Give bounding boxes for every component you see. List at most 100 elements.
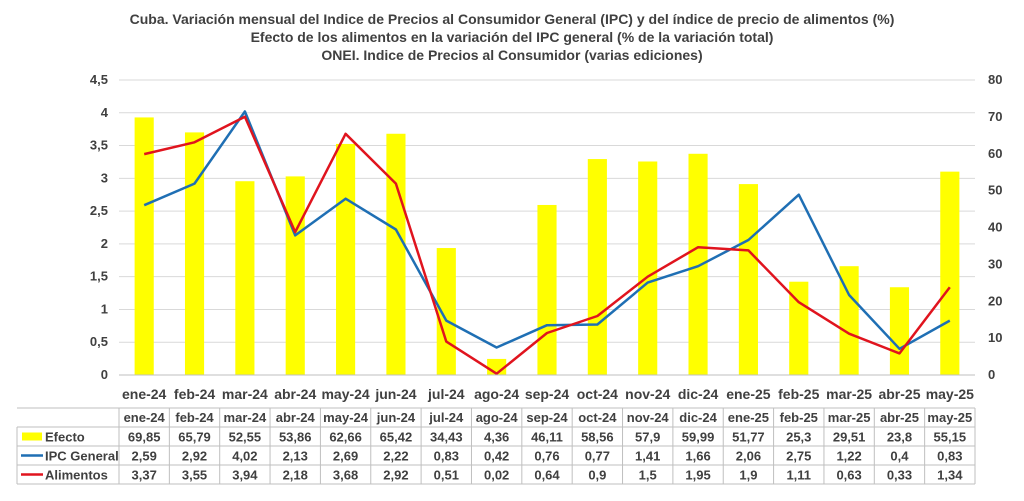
table-value-cell: 4,02 [232, 449, 257, 464]
table-value-cell: 59,99 [682, 430, 715, 445]
category-label: sep-24 [525, 386, 570, 402]
table-value-cell: 4,36 [484, 430, 509, 445]
title-line-1: Cuba. Variación mensual del Indice de Pr… [129, 11, 895, 27]
data-table: ene-24 feb-24 mar-24 abr-24 may-24 jun-24 jul-… [16, 407, 976, 485]
legend-key-efecto [22, 432, 42, 441]
table-value-cell: 0,64 [534, 468, 560, 483]
efecto-bar [688, 153, 708, 375]
table-value-cell: 0,76 [534, 449, 559, 464]
category-label: feb-24 [174, 386, 215, 402]
table-value-cell: 65,42 [380, 430, 413, 445]
left-axis-tick-label: 2,5 [90, 203, 108, 218]
table-value-cell: 1,9 [739, 468, 757, 483]
table-value-cell: 0,02 [484, 468, 509, 483]
efecto-bar [889, 287, 910, 375]
table-header-cell: may-25 [927, 410, 972, 425]
table-value-cell: 2,22 [383, 449, 408, 464]
table-value-cell: 0,77 [585, 449, 610, 464]
alimentos-line [143, 115, 951, 375]
category-label: dic-24 [678, 386, 719, 402]
efecto-bar [134, 117, 154, 375]
table-header-cell: mar-25 [828, 410, 871, 425]
efecto-bar [738, 184, 758, 375]
efecto-bar [587, 159, 607, 375]
table-value-cell: 62,66 [329, 430, 362, 445]
left-axis-tick-label: 4 [101, 105, 109, 120]
right-axis-tick-label: 80 [988, 72, 1002, 87]
table-header-cell: oct-24 [578, 410, 617, 425]
table-value-cell: 2,69 [333, 449, 358, 464]
table-value-cell: 58,56 [581, 430, 614, 445]
table-value-cell: 3,94 [232, 468, 258, 483]
table-value-cell: 29,51 [833, 430, 866, 445]
table-value-cell: 0,83 [434, 449, 459, 464]
category-label: oct-24 [577, 386, 618, 402]
category-label: ago-24 [474, 386, 519, 402]
right-axis-tick-label: 10 [988, 330, 1002, 345]
table-value-cell: 1,11 [786, 468, 811, 483]
table-value-cell: 2,92 [383, 468, 408, 483]
table-value-cell: 2,13 [283, 449, 308, 464]
right-axis-tick-label: 60 [988, 146, 1002, 161]
axes: 0 0,5 1 1,5 2 2,5 3 3,5 4 4,5 0 10 20 30 40 50 60 70 80 ene… [90, 72, 1003, 402]
table-value-cell: 1,34 [937, 468, 963, 483]
left-axis-tick-label: 0 [101, 367, 108, 382]
left-axis-tick-label: 4,5 [90, 72, 108, 87]
left-axis-tick-label: 0,5 [90, 334, 108, 349]
efecto-bar [638, 161, 658, 375]
table-header-cell: may-24 [323, 410, 369, 425]
category-label: feb-25 [778, 386, 819, 402]
efecto-bar [336, 143, 356, 375]
table-header-cell: feb-25 [780, 410, 818, 425]
efecto-bar [285, 176, 305, 375]
category-label: jun-24 [374, 386, 416, 402]
table-value-cell: 52,55 [229, 430, 262, 445]
efecto-bar [537, 204, 557, 375]
table-header-cell: nov-24 [627, 410, 670, 425]
category-label: mar-24 [222, 386, 268, 402]
right-axis-tick-label: 0 [988, 367, 995, 382]
efecto-bar [386, 133, 406, 375]
table-value-cell: 1,22 [836, 449, 861, 464]
right-axis-tick-label: 40 [988, 220, 1002, 235]
efecto-bar [940, 171, 960, 375]
table-value-cell: 0,63 [836, 468, 861, 483]
table-value-cell: 3,55 [182, 468, 207, 483]
left-axis-tick-label: 3 [101, 170, 108, 185]
table-value-cell: 23,8 [887, 430, 912, 445]
right-axis-tick-label: 30 [988, 256, 1002, 271]
table-value-cell: 2,06 [736, 449, 761, 464]
category-label: ene-24 [122, 386, 167, 402]
efecto-bar [235, 181, 255, 375]
left-axis-tick-label: 1,5 [90, 269, 108, 284]
table-value-cell: 25,3 [786, 430, 811, 445]
table-value-cell: 0,4 [890, 449, 909, 464]
title-line-2: Efecto de los alimentos en la variación … [250, 29, 774, 45]
table-header-cell: abr-25 [880, 410, 919, 425]
table-value-cell: 2,59 [132, 449, 157, 464]
category-label: abr-25 [878, 386, 920, 402]
category-label: may-25 [926, 386, 974, 402]
table-value-cell: 34,43 [430, 430, 463, 445]
table-value-cell: 2,75 [786, 449, 811, 464]
right-axis-tick-label: 20 [988, 293, 1002, 308]
category-label: mar-25 [826, 386, 872, 402]
table-header-cell: sep-24 [526, 410, 568, 425]
efecto-bar [436, 248, 456, 375]
table-value-cell: 0,51 [434, 468, 459, 483]
table-value-cell: 69,85 [128, 430, 161, 445]
table-value-cell: 3,37 [132, 468, 157, 483]
table-header-cell: jul-24 [428, 410, 464, 425]
title-line-3: ONEI. Indice de Precios al Consumidor (v… [321, 47, 703, 63]
table-header-cell: abr-24 [276, 410, 316, 425]
table-header-cell: ago-24 [476, 410, 519, 425]
efecto-bars [134, 117, 960, 375]
category-label: nov-24 [625, 386, 670, 402]
efecto-bar [839, 266, 859, 375]
right-axis-tick-label: 50 [988, 183, 1002, 198]
legend-series-name: Efecto [45, 430, 85, 445]
table-value-cell: 3,68 [333, 468, 358, 483]
category-label: may-24 [321, 386, 369, 402]
table-value-cell: 53,86 [279, 430, 312, 445]
